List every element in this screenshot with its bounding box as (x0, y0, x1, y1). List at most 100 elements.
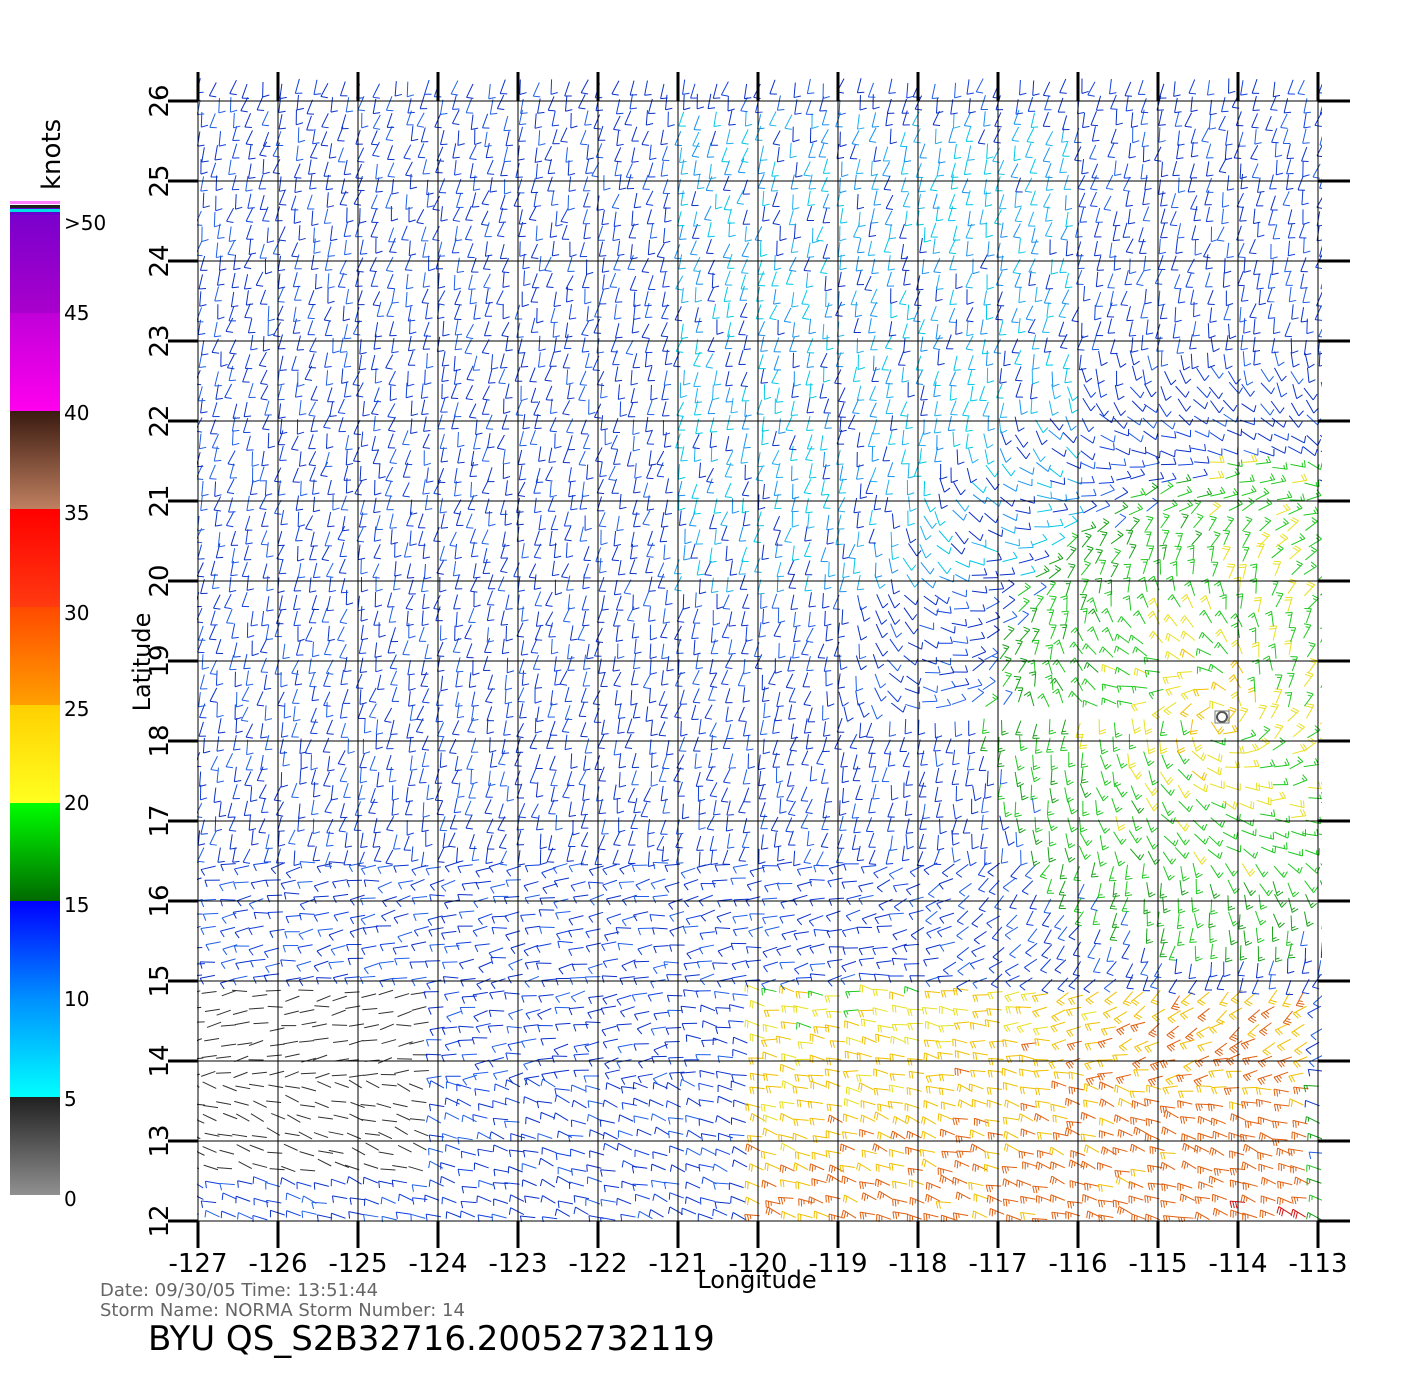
wind-barb (1274, 723, 1284, 740)
wind-barb (678, 510, 687, 526)
wind-barb (860, 1018, 877, 1027)
wind-barb (738, 846, 746, 862)
wind-barb (359, 657, 368, 673)
wind-barb (1222, 831, 1238, 840)
wind-barb (1302, 287, 1310, 304)
wind-barb (744, 1180, 760, 1190)
wind-barb (805, 734, 814, 750)
wind-barb (1293, 1086, 1309, 1095)
wind-barb (652, 927, 668, 935)
wind-barb (1320, 593, 1322, 596)
wind-barb (309, 466, 317, 482)
wind-barb (1287, 672, 1295, 688)
wind-barb (485, 848, 493, 864)
wind-barb (809, 963, 826, 972)
wind-barb (861, 1192, 877, 1201)
wind-barb (1052, 688, 1064, 704)
wind-barb (608, 465, 616, 481)
wind-barb (630, 370, 638, 386)
wind-barb (805, 370, 813, 386)
wind-barb (588, 911, 604, 923)
wind-barb (197, 1085, 200, 1088)
wind-barb (1185, 1027, 1198, 1042)
wind-barb (1017, 478, 1033, 487)
wind-barb (1078, 192, 1087, 208)
wind-barb (633, 1115, 649, 1123)
wind-barb (714, 529, 722, 545)
wind-barb (1009, 894, 1018, 910)
wind-barb (985, 477, 1000, 491)
wind-barb (728, 753, 736, 769)
wind-barb (1063, 515, 1078, 529)
wind-barb (214, 371, 222, 387)
wind-barb (264, 705, 272, 721)
wind-barb (691, 623, 699, 640)
wind-barb (225, 317, 234, 333)
wind-barb (744, 1214, 760, 1222)
wind-barb (1222, 272, 1231, 288)
wind-barb (1144, 1195, 1160, 1204)
wind-barb (760, 834, 769, 850)
wind-barb (344, 832, 353, 848)
wind-barb (487, 674, 495, 690)
wind-barb (423, 416, 431, 432)
wind-barb (661, 670, 669, 686)
wind-barb (868, 528, 876, 544)
wind-barb (1177, 177, 1186, 194)
wind-barb (957, 895, 970, 910)
wind-barb (1228, 381, 1243, 394)
wind-barb (852, 366, 861, 383)
wind-barb (375, 576, 383, 592)
wind-barb (566, 287, 574, 303)
wind-barb (1067, 563, 1076, 579)
wind-barb (456, 1083, 472, 1092)
wind-barb (1310, 1028, 1322, 1041)
wind-barb (762, 915, 778, 925)
wind-barb (1268, 974, 1277, 990)
wind-barb (890, 785, 899, 801)
wind-barb (1276, 1196, 1292, 1206)
wind-barb (215, 175, 223, 191)
wind-barb (579, 242, 588, 258)
wind-barb (1275, 159, 1284, 176)
wind-barb (1320, 283, 1322, 290)
wind-barb (872, 946, 888, 956)
wind-barb (1216, 1010, 1228, 1025)
wind-barb (1191, 897, 1200, 913)
wind-barb (231, 272, 239, 289)
wind-barb (570, 494, 578, 511)
wind-barb (557, 1130, 573, 1138)
wind-barb (694, 592, 703, 608)
wind-barb (1129, 460, 1146, 468)
wind-barb (1068, 505, 1084, 516)
wind-barb (786, 750, 795, 766)
wind-barb (310, 754, 318, 771)
wind-barb (1045, 175, 1054, 191)
wind-barb (324, 451, 333, 468)
wind-barb (549, 530, 557, 547)
wind-barb (540, 1037, 556, 1046)
wind-barb (595, 547, 603, 563)
wind-barb (343, 850, 351, 866)
wind-barb (503, 720, 511, 736)
wind-barb (506, 786, 514, 802)
wind-barb (1257, 781, 1273, 790)
wind-barb (984, 512, 1000, 524)
wind-barb (555, 1022, 571, 1032)
wind-barb (554, 1094, 570, 1104)
wind-barb (904, 986, 920, 994)
wind-barb (658, 721, 666, 737)
wind-barb (806, 415, 814, 432)
wind-barb (922, 694, 938, 703)
wind-barb (1288, 1072, 1304, 1083)
wind-barb (340, 495, 349, 511)
wind-barb (389, 654, 398, 670)
wind-barb (1224, 516, 1235, 532)
wind-barb (253, 1100, 267, 1108)
wind-barb (838, 478, 847, 494)
wind-barb (658, 690, 667, 707)
wind-barb (1257, 1074, 1273, 1085)
wind-barb (721, 147, 729, 163)
wind-barb (278, 176, 287, 192)
wind-barb (1302, 161, 1310, 178)
